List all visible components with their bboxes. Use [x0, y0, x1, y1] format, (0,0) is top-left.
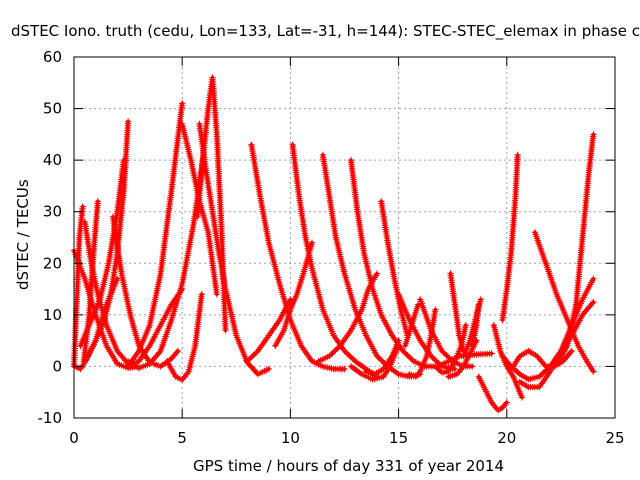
- plot-frame: [73, 56, 616, 419]
- chart-title: dSTEC Iono. truth (cedu, Lon=133, Lat=-3…: [11, 22, 640, 40]
- series-pass12: [124, 285, 186, 370]
- series-pass18: [319, 151, 424, 380]
- y-tick-label: 60: [43, 48, 62, 66]
- x-tick-label: 10: [281, 429, 300, 447]
- series-markers: [510, 347, 575, 370]
- series-markers: [362, 337, 402, 378]
- x-axis-label: GPS time / hours of day 331 of year 2014: [193, 457, 504, 475]
- y-tick-label: 20: [43, 254, 62, 272]
- series-pass31: [447, 270, 467, 355]
- series-pass34: [469, 301, 482, 349]
- x-tick-label: 0: [69, 429, 79, 447]
- series-pass14: [179, 120, 220, 298]
- series-group: [70, 74, 597, 414]
- series-markers: [447, 270, 467, 355]
- series-pass02: [70, 203, 86, 370]
- series-markers: [378, 198, 411, 339]
- series-pass21: [272, 239, 316, 349]
- series-markers: [469, 301, 482, 349]
- y-axis-label: dSTEC / TECUs: [14, 179, 32, 290]
- series-markers: [109, 213, 182, 370]
- series-markers: [315, 270, 381, 365]
- series-markers: [124, 285, 186, 370]
- tick-labels: 0 5 10 15 20 25 -10 0 10 20 30 40 50 60: [38, 48, 625, 447]
- series-pass22: [315, 270, 381, 365]
- y-tick-label: 30: [43, 203, 62, 221]
- series-markers: [179, 120, 220, 298]
- y-tick-label: 40: [43, 151, 62, 169]
- series-pass35: [475, 373, 510, 414]
- series-markers: [272, 239, 316, 349]
- series-pass24: [362, 337, 402, 378]
- x-tick-label: 5: [177, 429, 187, 447]
- series-line: [548, 132, 596, 369]
- y-tick-label: 0: [52, 357, 62, 375]
- y-tick-label: 10: [43, 306, 62, 324]
- series-markers: [319, 151, 424, 380]
- y-tick-label: 50: [43, 100, 62, 118]
- series-markers: [499, 151, 521, 324]
- x-tick-label: 20: [497, 429, 516, 447]
- series-markers: [445, 337, 480, 380]
- series-markers: [196, 120, 272, 378]
- series-markers: [81, 218, 138, 370]
- x-tick-label: 25: [605, 429, 624, 447]
- series-markers: [475, 373, 510, 414]
- series-markers: [401, 301, 422, 349]
- series-pass17: [289, 141, 381, 380]
- series-pass05: [77, 156, 127, 349]
- series-pass25: [378, 198, 411, 339]
- x-tick-label: 15: [389, 429, 408, 447]
- series-pass20: [243, 296, 294, 365]
- series-pass10: [124, 151, 207, 372]
- series-pass37: [499, 151, 521, 324]
- series-pass32: [445, 337, 480, 380]
- series-pass11: [163, 291, 205, 383]
- series-markers: [243, 296, 294, 365]
- series-markers: [163, 291, 205, 383]
- series-pass15: [196, 120, 272, 378]
- series-pass28: [401, 301, 422, 349]
- series-pass42: [510, 347, 575, 370]
- y-tick-label: -10: [38, 409, 63, 427]
- tick-marks: [73, 56, 616, 419]
